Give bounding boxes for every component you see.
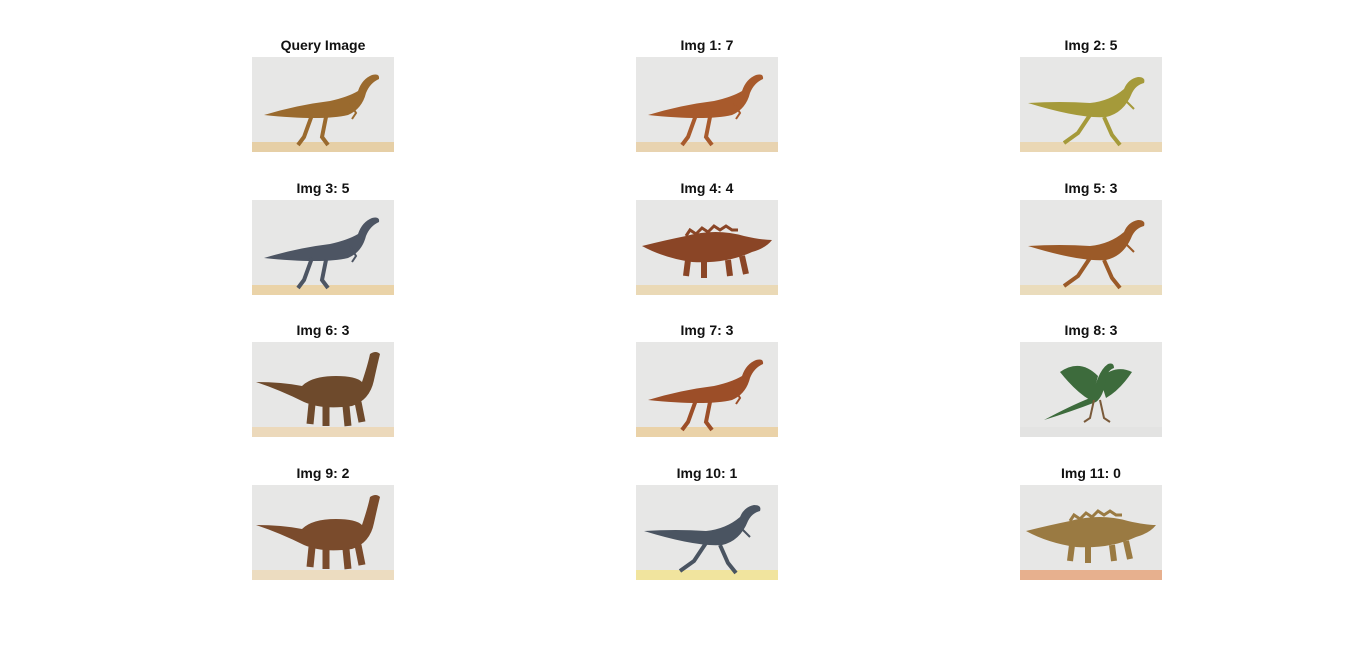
dinosaur-illustration	[642, 224, 772, 278]
panel-title: Img 6: 3	[296, 322, 350, 338]
panel-title: Img 5: 3	[1064, 180, 1118, 196]
dinosaur-illustration	[1044, 363, 1132, 423]
ground-strip	[252, 285, 394, 295]
dinosaur-illustration	[644, 505, 761, 575]
dinosaur-illustration	[648, 359, 764, 432]
result-image	[1020, 200, 1162, 295]
ground-strip	[1020, 570, 1162, 580]
ground-strip	[1020, 142, 1162, 152]
panel-title: Img 2: 5	[1064, 37, 1118, 53]
ground-strip	[636, 285, 778, 295]
dinosaur-illustration	[1028, 77, 1145, 147]
ground-strip	[252, 427, 394, 437]
dinosaur-illustration	[264, 74, 380, 147]
result-image	[636, 57, 778, 152]
ground-strip	[636, 427, 778, 437]
ground-strip	[1020, 285, 1162, 295]
dinosaur-illustration	[1026, 509, 1156, 563]
dinosaur-illustration	[648, 74, 764, 147]
result-image	[252, 342, 394, 437]
panel-title: Img 4: 4	[680, 180, 734, 196]
panel-title: Img 3: 5	[296, 180, 350, 196]
ground-strip	[252, 142, 394, 152]
ground-strip	[636, 142, 778, 152]
panel-title: Img 1: 7	[680, 37, 734, 53]
query-image	[252, 57, 394, 152]
panel-title: Query Image	[280, 37, 366, 53]
panel-title: Img 11: 0	[1061, 465, 1121, 481]
panel-title: Img 7: 3	[680, 322, 734, 338]
dinosaur-illustration	[264, 217, 380, 290]
panel-title: Img 9: 2	[296, 465, 350, 481]
result-image	[252, 485, 394, 580]
result-image	[1020, 57, 1162, 152]
dinosaur-illustration	[256, 495, 380, 570]
result-image	[636, 200, 778, 295]
result-image	[1020, 342, 1162, 437]
panel-title: Img 8: 3	[1064, 322, 1118, 338]
dinosaur-illustration	[1028, 220, 1145, 290]
result-image	[636, 485, 778, 580]
ground-strip	[252, 570, 394, 580]
dinosaur-illustration	[256, 352, 380, 427]
ground-strip	[636, 570, 778, 580]
result-image	[252, 200, 394, 295]
ground-strip	[1020, 427, 1162, 437]
panel-title: Img 10: 1	[676, 465, 738, 481]
result-image	[1020, 485, 1162, 580]
result-image	[636, 342, 778, 437]
